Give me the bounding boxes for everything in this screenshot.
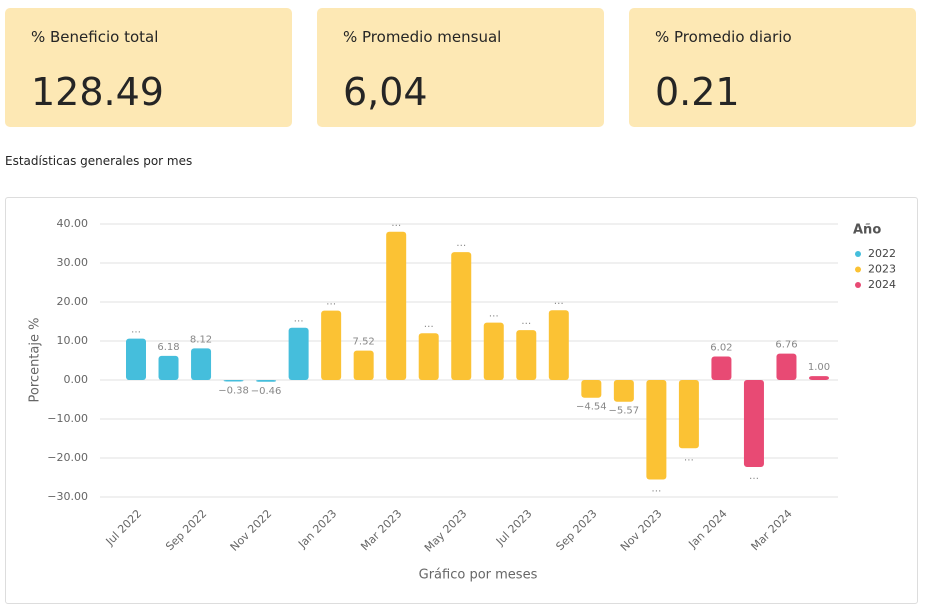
legend-title: Año (853, 223, 881, 238)
y-tick-label: 0.00 (64, 373, 89, 386)
data-label: 6.18 (157, 342, 179, 353)
data-label: … (684, 452, 694, 463)
bar (451, 252, 472, 380)
bar (126, 338, 146, 380)
bar (613, 380, 634, 402)
bar (711, 356, 732, 380)
section-title: Estadísticas generales por mes (5, 154, 193, 168)
data-label: … (456, 238, 466, 249)
bar (483, 322, 504, 380)
legend-label: 2023 (868, 263, 896, 276)
bar (646, 380, 667, 480)
data-label: … (489, 309, 499, 320)
kpi-card: % Promedio mensual 6,04 (317, 8, 604, 127)
y-tick-label: 20.00 (57, 295, 89, 308)
data-label: −4.54 (576, 402, 607, 413)
kpi-value: 128.49 (31, 70, 164, 114)
chart-panel (5, 197, 918, 604)
data-label: −0.38 (218, 385, 249, 396)
x-tick-label: Sep 2023 (553, 507, 599, 553)
y-tick-label: −20.00 (47, 451, 88, 464)
y-tick-label: −30.00 (47, 490, 88, 503)
data-label: … (651, 483, 661, 494)
kpi-title: % Promedio mensual (343, 28, 502, 46)
kpi-card: % Promedio diario 0.21 (629, 8, 916, 127)
data-label: 1.00 (808, 362, 830, 373)
y-tick-label: 30.00 (57, 256, 89, 269)
legend-marker (855, 282, 861, 288)
bar (191, 348, 212, 380)
bar (678, 380, 699, 449)
kpi-title: % Beneficio total (31, 28, 159, 46)
x-tick-label: Sep 2022 (163, 507, 209, 553)
legend-marker (855, 251, 861, 257)
data-label: 6.02 (710, 343, 732, 354)
bar (776, 353, 797, 380)
kpi-value: 6,04 (343, 70, 428, 114)
data-label: −0.46 (251, 386, 282, 397)
bar (581, 380, 602, 398)
bar (516, 330, 537, 380)
y-tick-label: −10.00 (47, 412, 88, 425)
data-label: … (521, 316, 531, 327)
bar (353, 350, 374, 380)
y-tick-label: 10.00 (57, 334, 89, 347)
x-tick-label: Jan 2023 (295, 507, 339, 551)
x-tick-label: Jul 2022 (103, 507, 145, 549)
legend-label: 2022 (868, 247, 896, 260)
data-label: 7.52 (353, 337, 375, 348)
data-label: … (554, 296, 564, 307)
bar (256, 380, 277, 382)
bar (548, 310, 569, 380)
data-label: 8.12 (190, 334, 212, 345)
data-label: −5.57 (609, 406, 640, 417)
y-axis-title: Porcentaje % (28, 318, 43, 403)
data-label: … (391, 218, 401, 229)
bar (158, 355, 179, 380)
bar (321, 310, 342, 380)
data-label: … (131, 325, 141, 336)
kpi-value: 0.21 (655, 70, 740, 114)
kpi-title: % Promedio diario (655, 28, 792, 46)
x-tick-label: Mar 2023 (358, 507, 404, 553)
data-label: 6.76 (775, 340, 797, 351)
data-label: … (749, 471, 759, 482)
bar (223, 380, 244, 382)
data-label: … (424, 319, 434, 330)
bar (418, 333, 439, 380)
x-axis-title: Gráfico por meses (419, 568, 538, 583)
x-tick-label: Jan 2024 (686, 507, 730, 551)
x-tick-label: Nov 2023 (618, 507, 665, 554)
legend-label: 2024 (868, 278, 896, 291)
x-tick-label: Nov 2022 (228, 507, 275, 554)
bar (288, 327, 309, 380)
x-tick-label: Mar 2024 (749, 507, 795, 553)
kpi-card: % Beneficio total 128.49 (5, 8, 292, 127)
bar (386, 231, 407, 380)
x-tick-label: Jul 2023 (493, 507, 535, 549)
bar (743, 380, 764, 467)
bar (809, 376, 829, 380)
legend-marker (855, 266, 861, 273)
data-label: … (326, 297, 336, 308)
x-tick-label: May 2023 (422, 507, 470, 555)
y-tick-label: 40.00 (57, 217, 89, 230)
data-label: … (294, 314, 304, 325)
